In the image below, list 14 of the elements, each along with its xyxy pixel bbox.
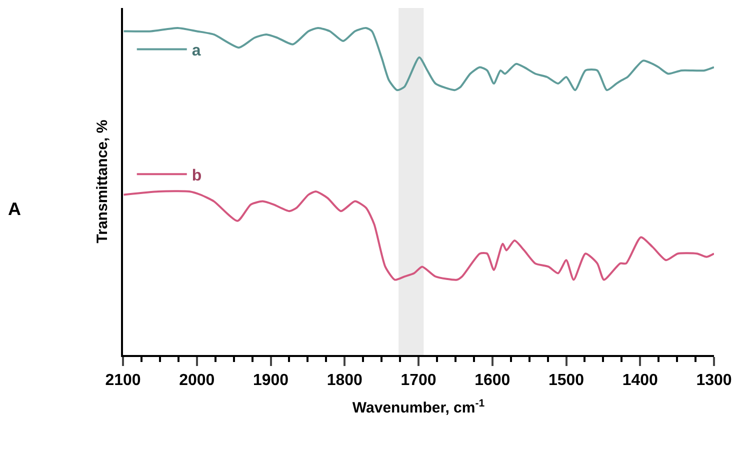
x-axis-title: Wavenumber, cm$^{-1}$ xyxy=(352,397,485,417)
x-tick-label: 1800 xyxy=(326,372,363,390)
x-tick-label: 2000 xyxy=(179,372,215,390)
x-tick-label: 1900 xyxy=(252,372,289,390)
x-tick-label: 1400 xyxy=(622,372,658,390)
x-tick-label: 2100 xyxy=(105,372,141,390)
legend-label: b xyxy=(192,167,202,184)
x-tick-label: 1300 xyxy=(696,372,732,390)
legend-label: a xyxy=(192,42,201,60)
x-tick-label: 1600 xyxy=(474,372,510,390)
text: A xyxy=(8,199,21,219)
y-axis-title: Transmittance, % xyxy=(94,120,111,244)
x-tick-label: 1500 xyxy=(548,372,584,390)
x-tick-label: 1700 xyxy=(400,372,436,390)
